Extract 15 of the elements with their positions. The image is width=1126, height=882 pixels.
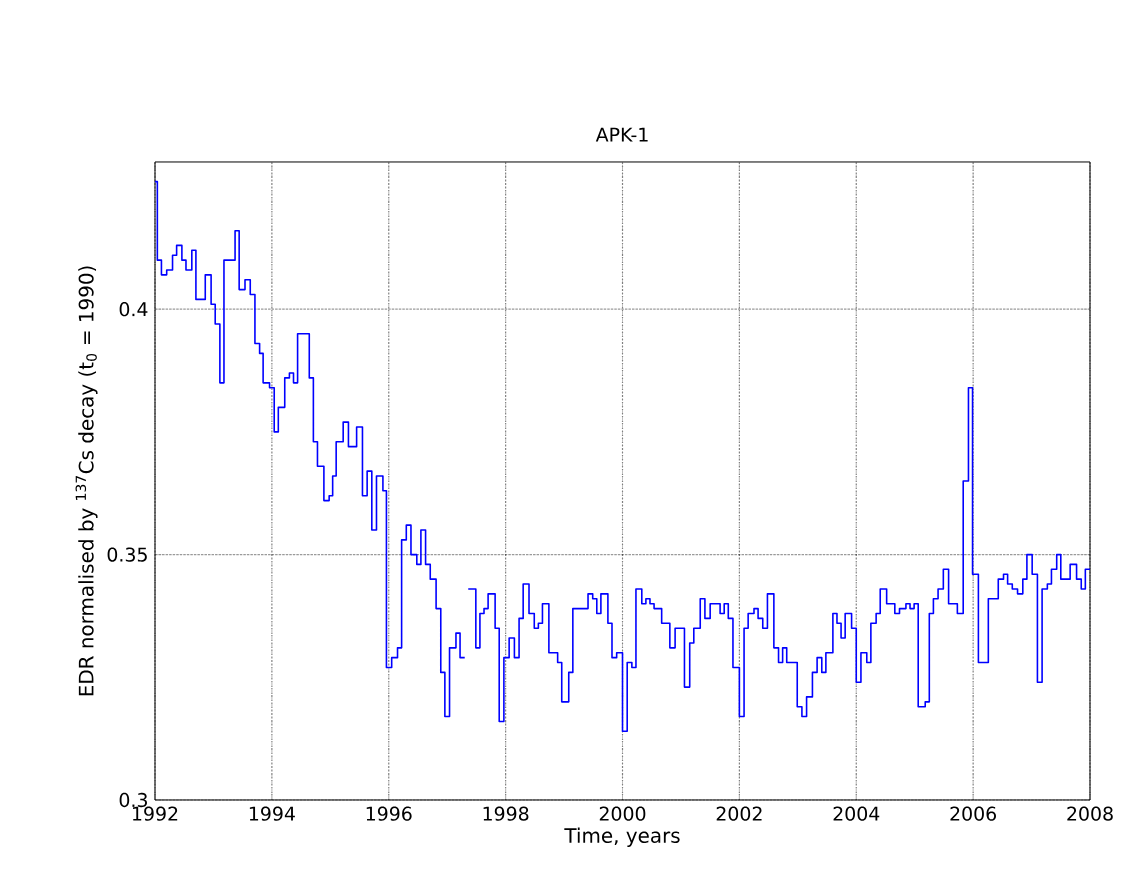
x-tick-label: 2004: [833, 806, 880, 821]
x-tick-label: 2006: [950, 806, 997, 821]
x-tick-label: 1994: [249, 806, 295, 821]
x-tick-label: 2002: [716, 806, 762, 821]
x-tick-label: 1992: [133, 806, 178, 821]
x-tick-label: 1996: [366, 806, 412, 821]
x-tick-label: 1998: [483, 806, 529, 821]
y-tick-label: 0.4: [119, 302, 148, 317]
x-tick-label: 2000: [599, 806, 646, 821]
x-tick-label: 2008: [1067, 806, 1113, 821]
x-axis-title: Time, years: [564, 827, 680, 847]
chart-title: APK-1: [595, 127, 648, 142]
y-tick-label: 0.3: [119, 792, 147, 808]
y-tick-label: 0.35: [107, 547, 147, 562]
y-axis-title: EDR normalised by $^{137}$Cs decay (t$_{0}$ = 1990): [75, 266, 98, 696]
